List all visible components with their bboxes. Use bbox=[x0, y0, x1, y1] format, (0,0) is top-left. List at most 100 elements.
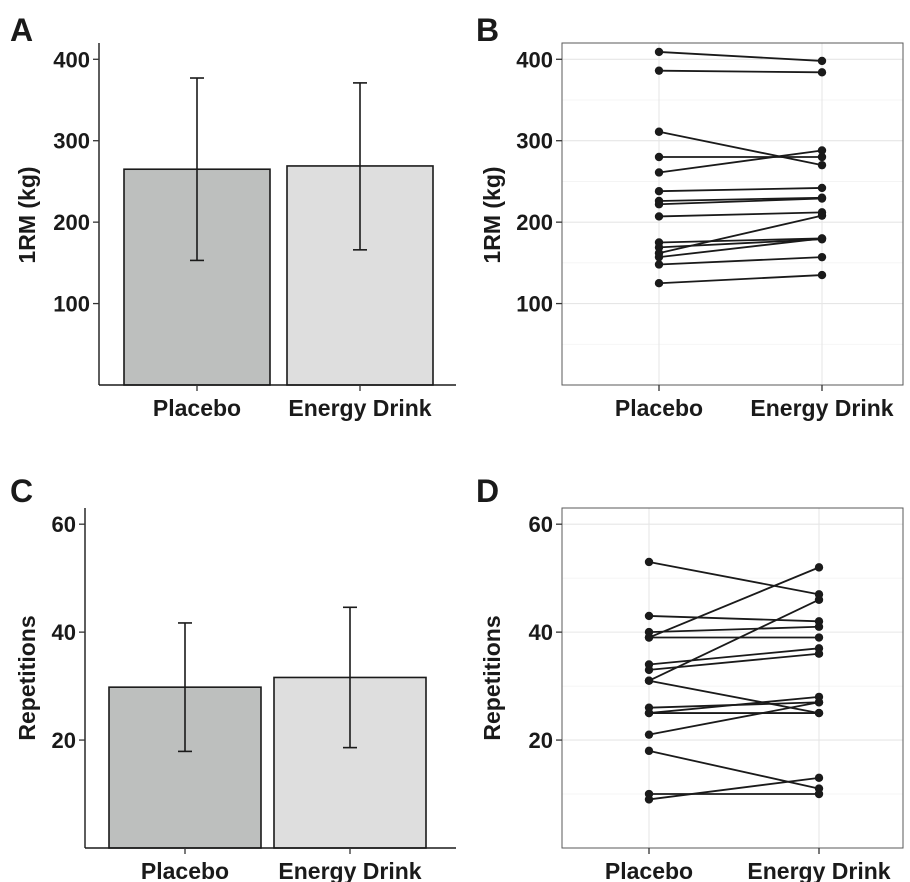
point-energy-drink bbox=[814, 633, 824, 642]
point-placebo bbox=[654, 212, 664, 221]
point-energy-drink bbox=[814, 595, 824, 604]
point-placebo bbox=[644, 633, 654, 642]
point-placebo bbox=[654, 187, 664, 196]
plot-background bbox=[562, 508, 903, 848]
subject-line bbox=[658, 149, 823, 174]
x-tick-label: Placebo bbox=[615, 395, 703, 421]
subject-line bbox=[658, 237, 823, 259]
point-energy-drink bbox=[814, 649, 824, 658]
subject-line bbox=[648, 701, 820, 736]
y-tick-label: 400 bbox=[53, 47, 90, 72]
point-energy-drink bbox=[814, 773, 824, 783]
point-energy-drink bbox=[817, 234, 827, 243]
panel-letter-b: B bbox=[476, 12, 499, 48]
point-energy-drink bbox=[817, 160, 827, 170]
point-placebo bbox=[644, 730, 654, 739]
panel-b-y-label: 1RM (kg) bbox=[479, 166, 505, 263]
panel-letter-d: D bbox=[476, 473, 499, 509]
y-tick-label: 100 bbox=[53, 292, 90, 317]
point-placebo bbox=[644, 557, 654, 567]
point-energy-drink bbox=[817, 270, 827, 280]
subject-line bbox=[658, 187, 823, 193]
point-placebo bbox=[644, 746, 654, 756]
point-energy-drink bbox=[817, 252, 827, 262]
point-energy-drink bbox=[814, 708, 824, 718]
panel-b: B 1RM (kg) 100 200 300 400 Placebo Energy Dri… bbox=[476, 12, 904, 421]
panel-a-y-label: 1RM (kg) bbox=[14, 166, 40, 263]
point-placebo bbox=[654, 127, 664, 136]
panel-a-plot: 100 200 300 400 Placebo Energy Drink bbox=[53, 43, 456, 421]
point-energy-drink bbox=[817, 211, 827, 220]
y-tick-label: 60 bbox=[52, 512, 76, 537]
subject-line bbox=[648, 598, 820, 682]
point-energy-drink bbox=[814, 698, 824, 707]
point-placebo bbox=[654, 152, 664, 162]
subject-line bbox=[648, 776, 820, 801]
point-energy-drink bbox=[817, 183, 827, 193]
point-placebo bbox=[654, 47, 664, 57]
subject-line bbox=[658, 256, 823, 266]
point-energy-drink bbox=[817, 146, 827, 155]
y-tick-label: 200 bbox=[53, 210, 90, 235]
point-energy-drink bbox=[814, 563, 824, 572]
y-tick-label: 40 bbox=[52, 620, 76, 645]
subject-line bbox=[648, 647, 820, 666]
x-tick-label: Placebo bbox=[605, 858, 693, 882]
panel-c-y-label: Repetitions bbox=[14, 615, 40, 740]
subject-line bbox=[658, 214, 823, 254]
subject-line bbox=[658, 237, 823, 244]
panel-d-y-label: Repetitions bbox=[479, 615, 505, 740]
point-placebo bbox=[654, 252, 664, 262]
y-tick-label: 300 bbox=[53, 129, 90, 154]
y-tick-label: 300 bbox=[516, 129, 553, 154]
y-tick-label: 60 bbox=[529, 512, 553, 537]
subject-line bbox=[658, 69, 823, 74]
point-energy-drink bbox=[817, 68, 827, 77]
subject-line bbox=[648, 566, 820, 639]
point-energy-drink bbox=[817, 56, 827, 66]
subject-line bbox=[658, 51, 823, 62]
point-energy-drink bbox=[817, 152, 827, 162]
x-tick-label: Energy Drink bbox=[750, 395, 893, 421]
panel-a: A 1RM (kg) 100 200 300 400 Placebo Energy Dri… bbox=[10, 12, 456, 421]
y-tick-label: 100 bbox=[516, 292, 553, 317]
point-placebo bbox=[654, 168, 664, 177]
x-tick-label: Placebo bbox=[141, 858, 229, 882]
panel-c: C Repetitions 20 40 60 Placebo Energy Drink bbox=[10, 473, 456, 882]
panel-b-plot: 100 200 300 400 Placebo Energy Drink bbox=[516, 42, 904, 421]
x-tick-label: Placebo bbox=[153, 395, 241, 421]
subject-line bbox=[658, 274, 823, 285]
point-placebo bbox=[644, 676, 654, 685]
point-placebo bbox=[654, 200, 664, 209]
y-tick-label: 200 bbox=[516, 210, 553, 235]
panel-border bbox=[561, 42, 904, 386]
y-tick-label: 20 bbox=[529, 728, 553, 753]
x-tick-label: Energy Drink bbox=[288, 395, 431, 421]
point-energy-drink bbox=[814, 622, 824, 631]
y-tick-label: 400 bbox=[516, 47, 553, 72]
subject-line bbox=[648, 625, 820, 634]
y-tick-label: 40 bbox=[529, 620, 553, 645]
point-energy-drink bbox=[817, 194, 827, 203]
subject-line bbox=[648, 561, 820, 596]
point-placebo bbox=[644, 665, 654, 675]
y-tick-label: 20 bbox=[52, 728, 76, 753]
subject-line bbox=[658, 130, 823, 167]
point-placebo bbox=[644, 708, 654, 718]
point-placebo bbox=[644, 795, 654, 804]
panel-d: D Repetitions 20 40 60 Placebo Energy Drink bbox=[476, 473, 904, 882]
point-placebo bbox=[654, 260, 664, 269]
subject-line bbox=[648, 615, 820, 623]
subject-line bbox=[658, 197, 823, 206]
panel-border bbox=[561, 507, 904, 849]
subject-line bbox=[658, 211, 823, 218]
x-tick-label: Energy Drink bbox=[747, 858, 890, 882]
point-energy-drink bbox=[814, 789, 824, 799]
x-tick-label: Energy Drink bbox=[278, 858, 421, 882]
point-placebo bbox=[644, 611, 654, 621]
panel-letter-c: C bbox=[10, 473, 33, 509]
subject-line bbox=[648, 695, 820, 714]
panel-d-plot: 20 40 60 Placebo Energy Drink bbox=[529, 507, 904, 882]
point-placebo bbox=[654, 279, 664, 288]
